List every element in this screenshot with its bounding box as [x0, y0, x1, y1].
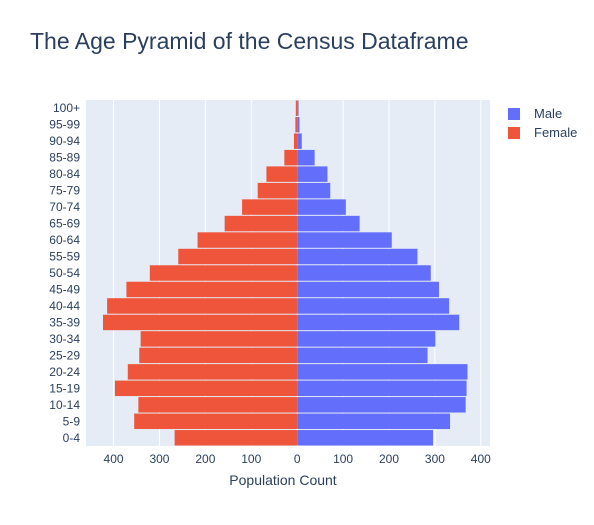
y-tick-label: 10-14 — [49, 398, 80, 412]
bar-female-10-14[interactable] — [138, 397, 297, 412]
x-tick-label: 400 — [471, 452, 491, 466]
bar-female-95-99[interactable] — [295, 117, 297, 132]
bar-female-5-9[interactable] — [134, 414, 297, 429]
bar-male-70-74[interactable] — [297, 199, 346, 214]
y-tick-label: 65-69 — [49, 217, 80, 231]
bar-male-35-39[interactable] — [297, 315, 459, 330]
bar-female-60-64[interactable] — [198, 232, 298, 247]
legend-swatch-female — [508, 127, 520, 139]
legend-label-male: Male — [534, 106, 562, 121]
bar-female-65-69[interactable] — [225, 216, 298, 231]
bar-female-15-19[interactable] — [115, 381, 297, 396]
bar-male-85-89[interactable] — [297, 150, 314, 165]
legend-item-male[interactable]: Male — [508, 104, 577, 123]
bar-male-20-24[interactable] — [297, 364, 467, 379]
y-tick-label: 60-64 — [49, 233, 80, 247]
x-tick-label: 0 — [294, 452, 301, 466]
y-tick-label: 35-39 — [49, 315, 80, 329]
y-tick-label: 55-59 — [49, 250, 80, 264]
bar-male-60-64[interactable] — [297, 232, 392, 247]
bar-female-35-39[interactable] — [103, 315, 297, 330]
bar-female-25-29[interactable] — [139, 348, 297, 363]
bar-female-70-74[interactable] — [242, 199, 297, 214]
x-tick-label: 300 — [425, 452, 445, 466]
y-tick-label: 0-4 — [63, 431, 81, 445]
x-tick-labels: 400 300 200 100 0 100 200 300 400 — [104, 452, 492, 466]
y-tick-label: 20-24 — [49, 365, 80, 379]
bar-male-15-19[interactable] — [297, 381, 466, 396]
y-tick-label: 50-54 — [49, 266, 80, 280]
bar-male-100+[interactable] — [297, 101, 298, 116]
bar-male-25-29[interactable] — [297, 348, 427, 363]
bar-male-95-99[interactable] — [297, 117, 299, 132]
y-tick-label: 45-49 — [49, 282, 80, 296]
bar-male-75-79[interactable] — [297, 183, 330, 198]
bar-male-80-84[interactable] — [297, 166, 327, 181]
bar-male-30-34[interactable] — [297, 331, 435, 346]
bar-male-5-9[interactable] — [297, 414, 450, 429]
bar-female-90-94[interactable] — [294, 133, 297, 148]
bar-male-0-4[interactable] — [297, 430, 433, 445]
bar-male-65-69[interactable] — [297, 216, 359, 231]
y-tick-label: 80-84 — [49, 167, 80, 181]
bar-female-30-34[interactable] — [141, 331, 298, 346]
x-axis-title: Population Count — [229, 472, 337, 488]
y-tick-label: 15-19 — [49, 381, 80, 395]
x-tick-label: 100 — [333, 452, 353, 466]
x-tick-label: 300 — [149, 452, 169, 466]
bar-female-50-54[interactable] — [150, 265, 297, 280]
bar-female-0-4[interactable] — [175, 430, 298, 445]
y-tick-label: 75-79 — [49, 184, 80, 198]
y-tick-labels: 0-4 5-9 10-14 15-19 20-24 25-29 30-34 35-39 40-4… — [49, 101, 80, 445]
bar-female-100+[interactable] — [296, 101, 297, 116]
legend-label-female: Female — [534, 125, 577, 140]
bar-female-45-49[interactable] — [126, 282, 297, 297]
legend: Male Female — [508, 104, 577, 142]
y-tick-label: 95-99 — [49, 118, 80, 132]
bar-male-10-14[interactable] — [297, 397, 465, 412]
x-tick-label: 200 — [379, 452, 399, 466]
bar-male-45-49[interactable] — [297, 282, 439, 297]
x-tick-label: 400 — [104, 452, 124, 466]
bar-male-90-94[interactable] — [297, 133, 302, 148]
bar-female-75-79[interactable] — [258, 183, 297, 198]
bar-male-55-59[interactable] — [297, 249, 417, 264]
y-tick-label: 100+ — [53, 101, 80, 115]
y-tick-label: 90-94 — [49, 134, 80, 148]
y-tick-label: 25-29 — [49, 348, 80, 362]
bar-female-55-59[interactable] — [178, 249, 297, 264]
x-tick-label: 200 — [195, 452, 215, 466]
y-tick-label: 70-74 — [49, 200, 80, 214]
y-tick-label: 5-9 — [63, 414, 81, 428]
x-tick-label: 100 — [241, 452, 261, 466]
bar-male-50-54[interactable] — [297, 265, 431, 280]
bar-female-85-89[interactable] — [284, 150, 297, 165]
y-tick-label: 85-89 — [49, 151, 80, 165]
y-tick-label: 30-34 — [49, 332, 80, 346]
legend-swatch-male — [508, 108, 520, 120]
bar-male-40-44[interactable] — [297, 298, 449, 313]
bar-female-40-44[interactable] — [107, 298, 297, 313]
bar-female-20-24[interactable] — [128, 364, 297, 379]
y-tick-label: 40-44 — [49, 299, 80, 313]
bar-female-80-84[interactable] — [266, 166, 297, 181]
legend-item-female[interactable]: Female — [508, 123, 577, 142]
